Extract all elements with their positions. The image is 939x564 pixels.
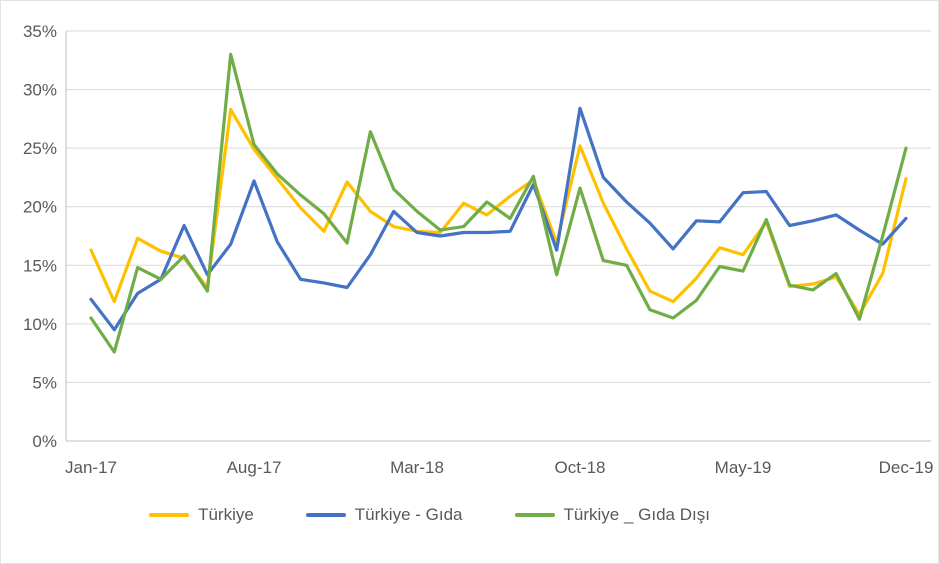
legend-swatch-turkiye — [149, 513, 190, 517]
legend-item-turkiye-gida-disi: Türkiye _ Gıda Dışı — [514, 505, 710, 525]
x-axis-label: Dec-19 — [879, 458, 934, 477]
x-axis-label: Oct-18 — [554, 458, 605, 477]
line-chart-plot: 0% 5% 10% 15% 20% 25% 30% 35% Jan-17 Aug-17 Mar-18… — [23, 22, 934, 477]
y-axis-label: 10% — [23, 315, 57, 334]
series-line-t-rkiye-g-da — [89, 106, 908, 332]
y-axis-label: 30% — [23, 81, 57, 100]
legend-label-turkiye-gida: Türkiye - Gıda — [354, 505, 463, 524]
x-axis-label: May-19 — [715, 458, 772, 477]
x-axis-label: Mar-18 — [390, 458, 444, 477]
legend-item-turkiye-gida: Türkiye - Gıda — [305, 505, 463, 525]
legend-swatch-turkiye-gida — [305, 513, 346, 517]
legend-label-turkiye: Türkiye — [198, 505, 254, 524]
y-axis-label: 20% — [23, 198, 57, 217]
x-axis-label: Aug-17 — [227, 458, 282, 477]
legend-label-turkiye-gida-disi: Türkiye _ Gıda Dışı — [563, 505, 710, 524]
legend-swatch-turkiye-gida-disi — [514, 513, 555, 517]
chart-legend: Türkiye Türkiye - Gıda Türkiye _ Gıda Dı… — [1, 505, 858, 525]
y-axis-label: 25% — [23, 139, 57, 158]
x-axis-label: Jan-17 — [65, 458, 117, 477]
series-line-t-rkiye-g-da-d — [89, 52, 908, 354]
legend-item-turkiye: Türkiye — [149, 505, 254, 525]
y-axis-label: 5% — [32, 373, 57, 392]
y-axis-label: 15% — [23, 256, 57, 275]
y-axis-label: 35% — [23, 22, 57, 41]
y-axis-label: 0% — [32, 432, 57, 451]
